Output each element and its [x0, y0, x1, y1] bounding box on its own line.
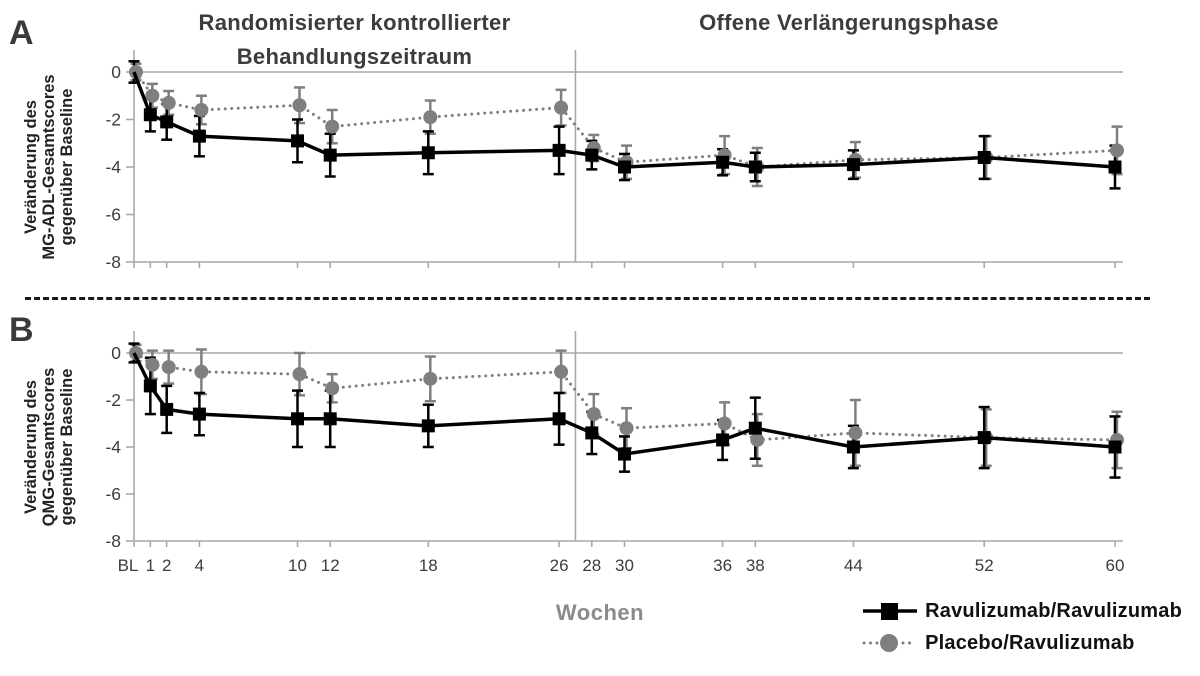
y-tick-label: -6 [105, 484, 121, 504]
ravulizumab-data-point [421, 419, 435, 433]
x-tick-label: 1 [146, 556, 155, 575]
ravulizumab-data-point [977, 151, 991, 164]
gray-circle-dotted-line-icon [862, 634, 918, 652]
ravulizumab-data-point [846, 158, 860, 172]
x-tick-label: 26 [550, 556, 569, 575]
ravulizumab-data-point [585, 426, 599, 440]
ravulizumab-data-point [160, 115, 174, 129]
legend-row-ravulizumab: Ravulizumab/Ravulizumab [861, 598, 1182, 624]
ravulizumab-data-point [748, 160, 762, 174]
ravulizumab-data-point [160, 402, 174, 416]
x-tick-label: 28 [582, 556, 601, 575]
placebo-data-point [554, 364, 569, 379]
x-tick-label: 52 [975, 556, 994, 575]
legend-row-placebo: Placebo/Ravulizumab [861, 630, 1182, 656]
ravulizumab-data-point [716, 155, 730, 169]
placebo-dotted-line [134, 351, 1119, 442]
ravulizumab-data-point [977, 431, 991, 445]
placebo-data-point [423, 110, 438, 125]
placebo-data-point [292, 367, 307, 382]
y-tick-label: -8 [105, 531, 121, 551]
panel-a-letter: A [9, 14, 34, 52]
legend-label-ravulizumab: Ravulizumab/Ravulizumab [925, 599, 1182, 622]
placebo-data-point [194, 103, 209, 117]
legend-label-placebo: Placebo/Ravulizumab [925, 631, 1135, 654]
y-tick-label: 0 [111, 62, 121, 82]
y-tick-label: -2 [105, 110, 121, 130]
randomized-phase-header: Randomisierter kontrollierter Behandlung… [134, 6, 575, 74]
ravulizumab-data-point [291, 134, 304, 148]
placebo-data-point [717, 416, 732, 431]
placebo-data-point [145, 357, 160, 372]
ravulizumab-data-point [143, 379, 157, 393]
x-tick-label: BL [118, 556, 139, 575]
placebo-data-point [554, 100, 569, 115]
x-tick-label: 4 [195, 556, 204, 575]
y-tick-label: -8 [105, 252, 121, 272]
x-tick-label: 38 [746, 556, 765, 575]
placebo-data-point [586, 407, 601, 422]
open-label-phase-header: Offene Verlängerungsphase [699, 10, 999, 35]
ravulizumab-data-point [192, 407, 206, 421]
placebo-data-point [619, 421, 634, 436]
ravulizumab-data-point [1108, 440, 1122, 454]
black-square-solid-line-icon [863, 603, 918, 620]
ravulizumab-data-point [846, 440, 860, 454]
y-tick-label: 0 [111, 343, 121, 363]
placebo-data-point [1110, 143, 1124, 158]
x-tick-label: 18 [419, 556, 438, 575]
ravulizumab-data-point [192, 129, 206, 143]
placebo-data-point [161, 360, 176, 375]
placebo-data-point [292, 98, 307, 113]
x-tick-label: 2 [162, 556, 171, 575]
ravulizumab-data-point [421, 146, 435, 160]
x-tick-label: 44 [844, 556, 863, 575]
x-axis-label: Wochen [555, 600, 645, 625]
placebo-data-point [194, 364, 209, 379]
ravulizumab-data-point [291, 412, 304, 426]
placebo-data-point [129, 346, 143, 360]
ravulizumab-data-point [323, 412, 337, 426]
placebo-data-point [161, 95, 176, 110]
ravulizumab-data-point [552, 412, 566, 426]
x-tick-label: 60 [1106, 556, 1125, 575]
x-tick-label: 12 [321, 556, 340, 575]
randomized-phase-header-line2: Behandlungszeitraum [236, 44, 473, 69]
ravulizumab-data-point [585, 148, 599, 162]
x-tick-label: 30 [615, 556, 634, 575]
ravulizumab-data-point [323, 148, 337, 162]
ravulizumab-data-point [748, 421, 762, 435]
ravulizumab-data-point [143, 108, 157, 122]
y-tick-label: -2 [105, 390, 121, 410]
placebo-data-point [750, 432, 765, 447]
ravulizumab-data-point [1108, 160, 1122, 174]
placebo-data-point [325, 119, 340, 134]
y-tick-label: -4 [105, 437, 121, 457]
ravulizumab-data-point [552, 143, 566, 157]
ravulizumab-data-point [618, 447, 631, 461]
x-tick-label: 10 [288, 556, 307, 575]
x-tick-label: 36 [713, 556, 732, 575]
placebo-data-point [145, 88, 160, 103]
ravulizumab-data-point [716, 433, 730, 447]
placebo-data-point [848, 425, 863, 440]
placebo-data-point [423, 371, 438, 386]
ravulizumab-data-point [618, 160, 631, 174]
panel-b-letter: B [9, 311, 34, 349]
panel-divider-dashed-line [25, 297, 1150, 300]
legend: Ravulizumab/Ravulizumab Placebo/Ravulizu… [861, 598, 1182, 656]
y-tick-label: -6 [105, 205, 121, 225]
placebo-data-point [129, 65, 143, 79]
randomized-phase-header-line1: Randomisierter kontrollierter [198, 10, 511, 35]
placebo-data-point [325, 381, 340, 396]
y-tick-label: -4 [105, 157, 121, 177]
